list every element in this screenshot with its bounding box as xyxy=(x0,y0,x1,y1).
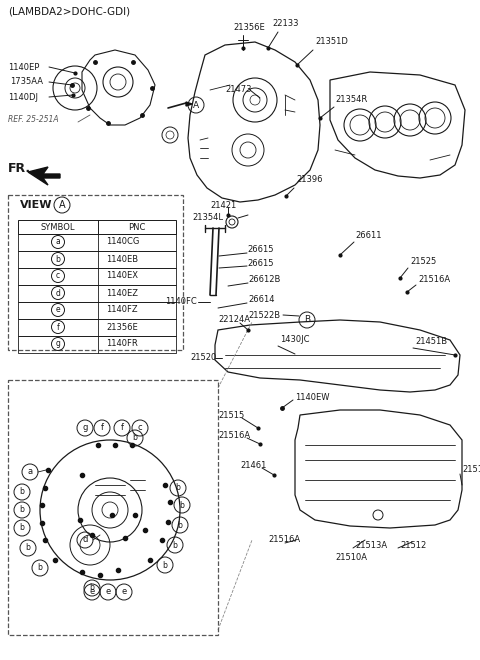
Text: 26615: 26615 xyxy=(247,246,274,255)
Text: g: g xyxy=(56,339,60,348)
Text: e: e xyxy=(121,587,127,597)
Text: 26614: 26614 xyxy=(248,296,275,304)
Text: (LAMBDA2>DOHC-GDI): (LAMBDA2>DOHC-GDI) xyxy=(8,7,130,17)
Text: b: b xyxy=(176,484,180,492)
Text: a: a xyxy=(56,238,60,246)
Text: SYMBOL: SYMBOL xyxy=(41,222,75,232)
Text: 1140DJ: 1140DJ xyxy=(8,92,38,102)
Text: 1140EX: 1140EX xyxy=(106,271,138,280)
Text: 21510A: 21510A xyxy=(335,554,367,562)
Text: b: b xyxy=(90,583,95,593)
Text: b: b xyxy=(173,541,178,550)
Text: 21356E: 21356E xyxy=(233,24,265,32)
Text: 21525: 21525 xyxy=(410,257,436,267)
Text: d: d xyxy=(56,288,60,298)
Text: e: e xyxy=(56,306,60,315)
Text: 21517A: 21517A xyxy=(462,465,480,475)
Text: 1735AA: 1735AA xyxy=(10,77,43,86)
Text: e: e xyxy=(89,587,95,597)
Text: c: c xyxy=(138,424,142,432)
Text: 21354L: 21354L xyxy=(192,213,223,222)
Text: 26612B: 26612B xyxy=(248,275,280,284)
Text: 1140EP: 1140EP xyxy=(8,63,39,71)
Text: b: b xyxy=(20,523,24,533)
Text: f: f xyxy=(57,323,60,331)
Text: b: b xyxy=(20,506,24,515)
Text: b: b xyxy=(132,434,137,442)
Text: 21451B: 21451B xyxy=(415,337,447,346)
Text: b: b xyxy=(178,521,182,529)
Text: e: e xyxy=(106,587,110,597)
Text: b: b xyxy=(20,488,24,496)
Text: 21516A: 21516A xyxy=(268,535,300,544)
Text: 26611: 26611 xyxy=(355,230,382,240)
Text: REF. 25-251A: REF. 25-251A xyxy=(8,115,59,125)
Text: 21512: 21512 xyxy=(400,541,426,550)
Text: b: b xyxy=(180,500,184,510)
Text: VIEW: VIEW xyxy=(20,200,52,210)
Text: 21396: 21396 xyxy=(296,176,323,185)
Text: 21520: 21520 xyxy=(190,354,216,362)
Text: f: f xyxy=(100,424,104,432)
Text: A: A xyxy=(193,100,199,110)
Text: 21513A: 21513A xyxy=(355,541,387,550)
Text: b: b xyxy=(25,543,30,552)
Polygon shape xyxy=(28,167,60,185)
Text: b: b xyxy=(163,560,168,570)
Text: b: b xyxy=(37,564,42,572)
Text: b: b xyxy=(56,255,60,263)
Text: 21516A: 21516A xyxy=(418,275,450,284)
Text: A: A xyxy=(59,200,65,210)
Text: 21516A: 21516A xyxy=(218,430,250,440)
Text: B: B xyxy=(304,315,310,325)
Text: f: f xyxy=(120,424,123,432)
Text: c: c xyxy=(56,271,60,280)
Text: 21522B: 21522B xyxy=(248,310,280,319)
Text: d: d xyxy=(82,535,88,544)
Text: 21473: 21473 xyxy=(225,86,252,94)
Text: 1140FR: 1140FR xyxy=(106,339,138,348)
Text: 1140FZ: 1140FZ xyxy=(106,306,138,315)
Text: 21421: 21421 xyxy=(210,201,236,209)
Text: 1140CG: 1140CG xyxy=(106,238,139,246)
Text: a: a xyxy=(27,467,33,477)
Text: FR.: FR. xyxy=(8,162,31,174)
Text: g: g xyxy=(82,424,88,432)
Text: 22133: 22133 xyxy=(272,20,299,28)
Text: 1140EB: 1140EB xyxy=(106,255,138,263)
Text: 26615: 26615 xyxy=(247,259,274,267)
Text: 21354R: 21354R xyxy=(335,96,367,104)
Polygon shape xyxy=(186,102,192,106)
Text: 21351D: 21351D xyxy=(315,38,348,46)
Text: 21356E: 21356E xyxy=(106,323,138,331)
Text: PNC: PNC xyxy=(128,222,146,232)
Text: 1140FC: 1140FC xyxy=(165,298,197,306)
Text: 1140EZ: 1140EZ xyxy=(106,288,138,298)
Text: 22124A: 22124A xyxy=(218,315,250,325)
Text: 21461: 21461 xyxy=(240,461,266,469)
Text: 21515: 21515 xyxy=(218,411,244,420)
Text: 1430JC: 1430JC xyxy=(280,335,310,345)
Text: 1140EW: 1140EW xyxy=(295,393,329,401)
